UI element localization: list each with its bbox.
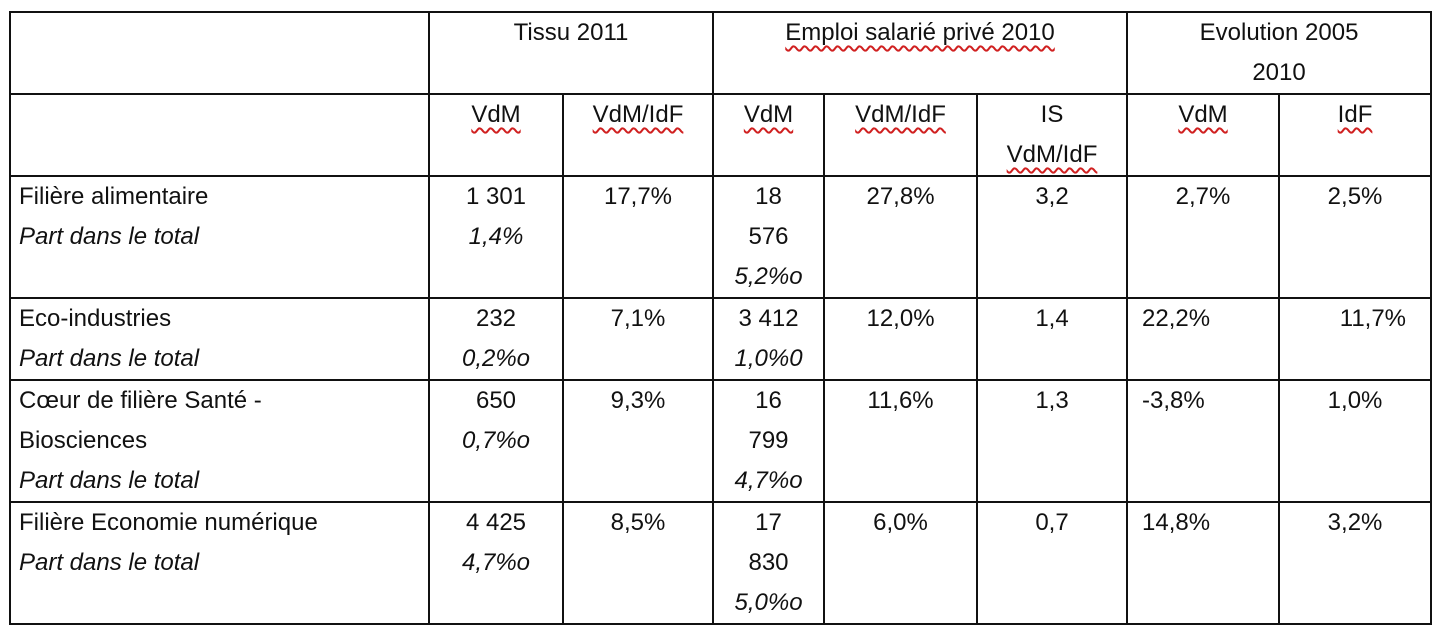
cell-evo-vdm: 2,7%	[1126, 175, 1281, 299]
cell-is: 3,2	[976, 175, 1129, 299]
cell-is: 1,3	[976, 379, 1129, 503]
subheader-emploi-ratio: VdM/IdF	[823, 93, 979, 177]
cell-emploi-ratio: 27,8%	[823, 175, 979, 299]
row-label: Eco-industries Part dans le total	[9, 297, 430, 381]
table-row: Filière Economie numérique Part dans le …	[9, 501, 1433, 625]
cell-tissu-vdm: 650 0,7%o	[428, 379, 564, 503]
table-row: Filière alimentaire Part dans le total 1…	[9, 175, 1433, 299]
row-label: Filière alimentaire Part dans le total	[9, 175, 430, 299]
header-group-emploi: Emploi salarié privé 2010	[712, 11, 1129, 95]
cell-tissu-vdm: 232 0,2%o	[428, 297, 564, 381]
cell-tissu-vdm: 4 425 4,7%o	[428, 501, 564, 625]
cell-evo-idf: 1,0%	[1278, 379, 1433, 503]
header-group-tissu: Tissu 2011	[427, 11, 715, 95]
row-label: Cœur de filière Santé - Biosciences Part…	[9, 379, 430, 503]
header-row-groups: Tissu 2011 Emploi salarié privé 2010 Evo…	[9, 11, 1433, 95]
row-label: Filière Economie numérique Part dans le …	[9, 501, 430, 625]
cell-emploi-ratio: 6,0%	[823, 501, 979, 625]
cell-emploi-vdm: 16 799 4,7%o	[712, 379, 826, 503]
header-row-subcolumns: VdM VdM/IdF VdM VdM/IdF IS VdM/IdF VdM I…	[9, 93, 1433, 177]
cell-evo-idf: 11,7%	[1278, 297, 1433, 381]
cell-emploi-ratio: 12,0%	[823, 297, 979, 381]
cell-evo-vdm: 22,2%	[1126, 297, 1281, 381]
cell-emploi-vdm: 17 830 5,0%o	[712, 501, 826, 625]
cell-evo-idf: 3,2%	[1278, 501, 1433, 625]
cell-tissu-vdm: 1 301 1,4%	[428, 175, 564, 299]
cell-tissu-ratio: 17,7%	[561, 175, 715, 299]
table-row: Eco-industries Part dans le total 232 0,…	[9, 297, 1433, 381]
table-row: Cœur de filière Santé - Biosciences Part…	[9, 379, 1433, 503]
cell-evo-vdm: -3,8%	[1126, 379, 1281, 503]
subheader-tissu-ratio: VdM/IdF	[561, 93, 715, 177]
subheader-tissu-vdm: VdM	[428, 93, 564, 177]
cell-emploi-vdm: 3 412 1,0%0	[712, 297, 826, 381]
header-group-evolution: Evolution 2005 2010	[1126, 11, 1433, 95]
header-empty-cell	[9, 93, 430, 177]
cell-emploi-ratio: 11,6%	[823, 379, 979, 503]
header-empty-cell	[9, 11, 430, 95]
data-table: Tissu 2011 Emploi salarié privé 2010 Evo…	[9, 11, 1433, 625]
cell-tissu-ratio: 7,1%	[561, 297, 715, 381]
cell-tissu-ratio: 9,3%	[561, 379, 715, 503]
cell-evo-vdm: 14,8%	[1126, 501, 1281, 625]
subheader-is: IS VdM/IdF	[976, 93, 1129, 177]
cell-is: 1,4	[976, 297, 1129, 381]
subheader-evo-vdm: VdM	[1126, 93, 1281, 177]
cell-evo-idf: 2,5%	[1278, 175, 1433, 299]
cell-emploi-vdm: 18 576 5,2%o	[712, 175, 826, 299]
cell-is: 0,7	[976, 501, 1129, 625]
subheader-emploi-vdm: VdM	[712, 93, 826, 177]
subheader-evo-idf: IdF	[1278, 93, 1433, 177]
cell-tissu-ratio: 8,5%	[561, 501, 715, 625]
